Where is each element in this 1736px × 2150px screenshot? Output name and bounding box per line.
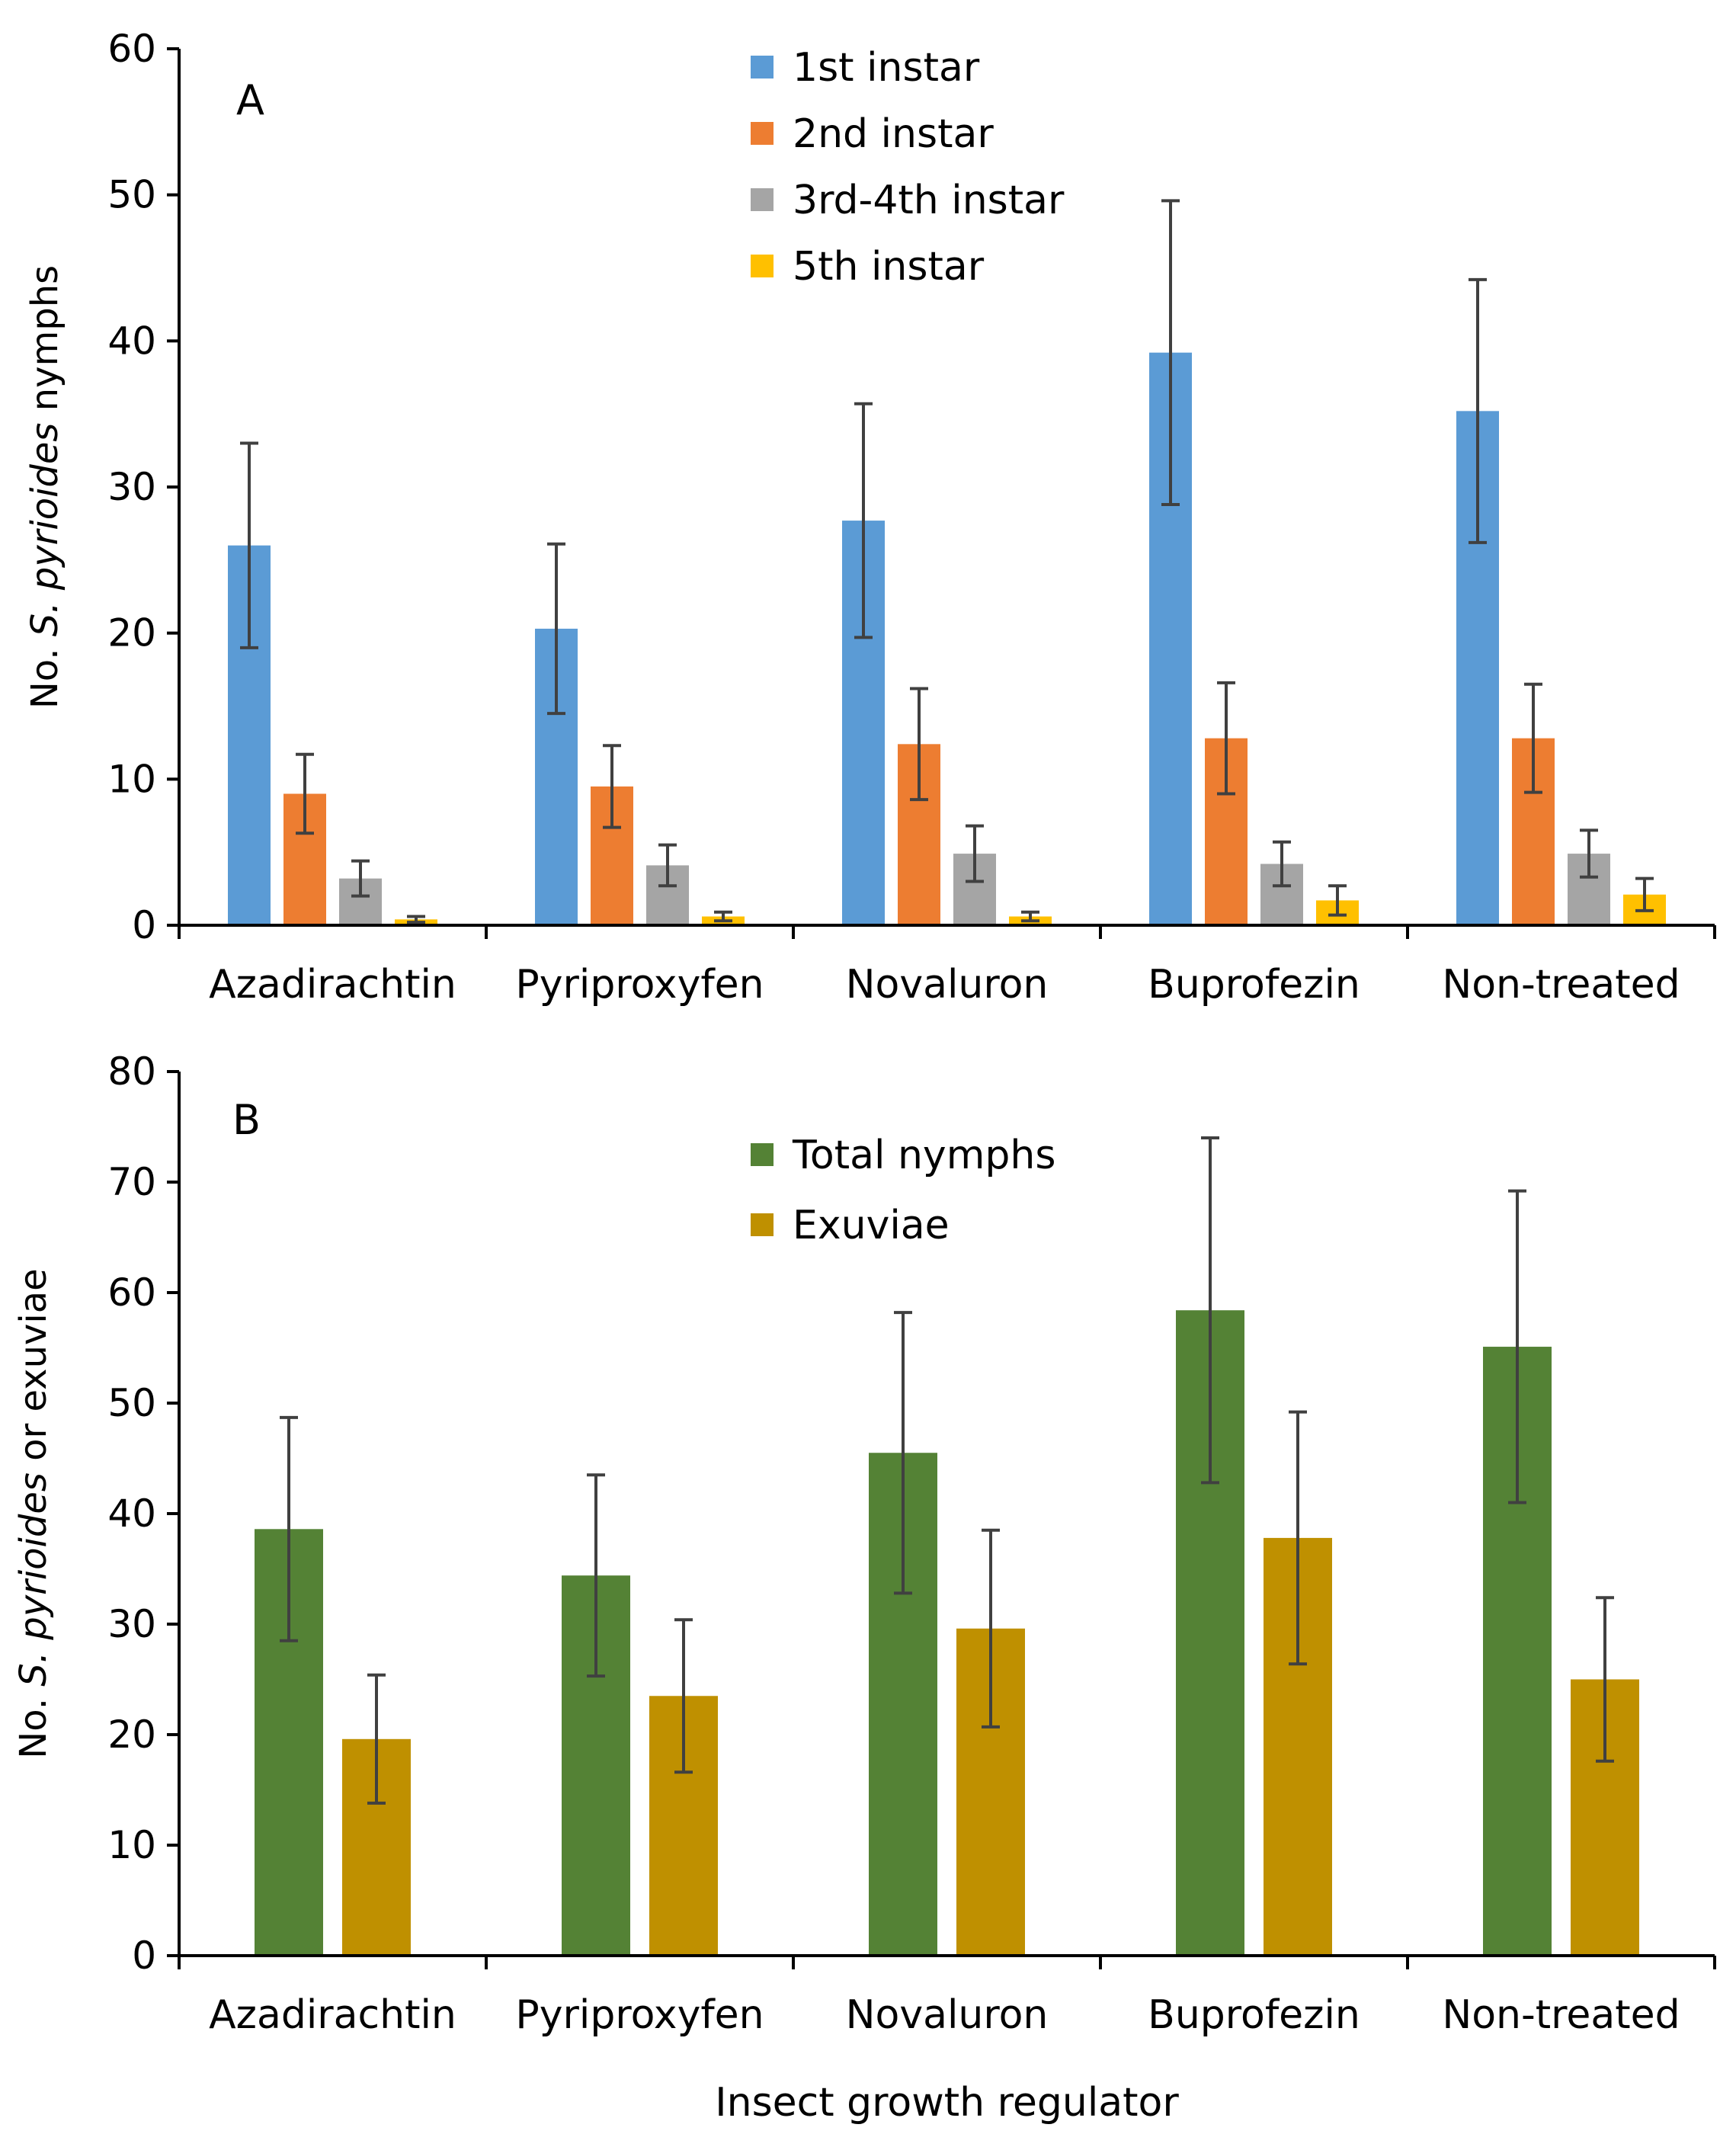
panel-a-category-label: Azadirachtin xyxy=(209,962,456,1008)
panel-b-y-title-suffix: or exuviae xyxy=(12,1268,55,1472)
panel-a-y-tick-label: 60 xyxy=(107,27,156,71)
panel-b-y-title-prefix: No. xyxy=(12,1687,55,1759)
panel-a-y-title-prefix: No. xyxy=(24,636,66,709)
panel-b-legend-swatch xyxy=(751,1143,774,1166)
panel-a-y-title-suffix: nymphs xyxy=(24,265,66,423)
panel-a-y-title-species: S. pyrioides xyxy=(24,423,66,637)
panel-a-legend-label: 1st instar xyxy=(793,45,980,91)
panel-b-category-label: Novaluron xyxy=(846,1992,1049,2038)
panel-a-legend-label: 2nd instar xyxy=(793,111,994,157)
panel-a-legend-swatch xyxy=(751,188,774,211)
panel-a-legend-swatch xyxy=(751,255,774,277)
panel-a-legend-swatch xyxy=(751,122,774,145)
panel-a-category-label: Buprofezin xyxy=(1148,962,1360,1008)
panel-b-y-tick-label: 60 xyxy=(107,1270,156,1315)
panel-a-y-tick-label: 50 xyxy=(107,173,156,217)
panel-a-y-axis-title: No. S. pyrioides nymphs xyxy=(24,265,66,709)
panel-b-panel-letter: B xyxy=(232,1096,261,1144)
panel-b-legend-label: Exuviae xyxy=(793,1203,950,1248)
panel-a-legend-label: 5th instar xyxy=(793,244,985,290)
panel-a-y-tick-label: 0 xyxy=(132,903,156,947)
panel-b-y-tick-label: 10 xyxy=(107,1823,156,1867)
panel-b-y-tick-label: 50 xyxy=(107,1381,156,1425)
panel-b-category-label: Non-treated xyxy=(1442,1992,1680,2038)
panel-b-legend-label: Total nymphs xyxy=(792,1133,1055,1178)
panel-a-legend-swatch xyxy=(751,56,774,79)
panel-a-y-tick-label: 30 xyxy=(107,465,156,509)
panel-a-y-tick-label: 40 xyxy=(107,319,156,363)
panel-a-y-tick-label: 10 xyxy=(107,757,156,801)
panel-b-x-axis-title: Insect growth regulator xyxy=(715,2080,1179,2126)
panel-a-y-tick-label: 20 xyxy=(107,611,156,655)
panel-a-category-label: Pyriproxyfen xyxy=(515,962,764,1008)
panel-b-legend-swatch xyxy=(751,1213,774,1236)
panel-b-y-tick-label: 80 xyxy=(107,1049,156,1094)
panel-a-category-label: Non-treated xyxy=(1442,962,1680,1008)
panel-b-y-tick-label: 30 xyxy=(107,1602,156,1646)
panel-a-panel-letter: A xyxy=(236,76,264,124)
panel-a-legend-label: 3rd-4th instar xyxy=(793,178,1065,223)
panel-b-category-label: Buprofezin xyxy=(1148,1992,1360,2038)
panel-a-category-label: Novaluron xyxy=(846,962,1049,1008)
panel-b-y-tick-label: 70 xyxy=(107,1160,156,1204)
panel-b-y-tick-label: 40 xyxy=(107,1492,156,1536)
panel-a-chart: 0 10 20 30 40 50 60 Azadirachtin Pyriproxyfen Nov… xyxy=(24,27,1716,1008)
panel-b-chart: 0 10 20 30 40 50 60 70 80 Azadirachtin Pyriproxyfe… xyxy=(12,1049,1716,2126)
panel-b-category-label: Azadirachtin xyxy=(209,1992,456,2038)
panel-b-y-title-species: S. pyrioides xyxy=(12,1472,55,1687)
panel-b-y-axis-title: No. S. pyrioides or exuviae xyxy=(12,1268,55,1758)
panel-b-y-tick-label: 20 xyxy=(107,1713,156,1757)
panel-b-category-label: Pyriproxyfen xyxy=(515,1992,764,2038)
panel-b-y-tick-label: 0 xyxy=(132,1934,156,1978)
